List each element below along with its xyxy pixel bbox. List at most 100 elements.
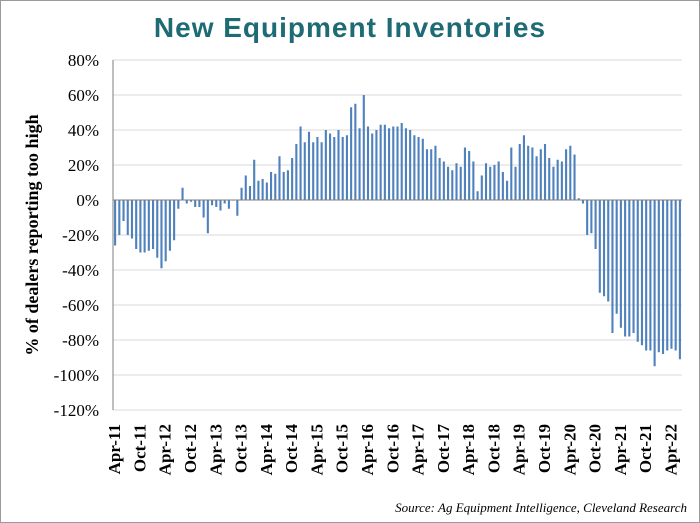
bar <box>358 128 361 200</box>
bar <box>383 124 386 200</box>
x-tick-label: Apr-20 <box>560 424 579 475</box>
chart-title: New Equipment Inventories <box>154 12 546 43</box>
bar <box>459 166 462 200</box>
bar <box>455 163 458 200</box>
y-tick-label: -40% <box>62 261 99 280</box>
bar <box>164 200 167 262</box>
bar <box>438 158 441 200</box>
bar <box>678 200 681 360</box>
bar <box>185 200 188 204</box>
bar <box>160 200 163 269</box>
x-tick-label: Oct-18 <box>484 424 503 473</box>
bar <box>202 200 205 218</box>
bar <box>413 135 416 200</box>
bar <box>320 142 323 200</box>
bar <box>484 163 488 200</box>
bar <box>543 144 547 200</box>
x-tick-label: Oct-13 <box>232 424 251 473</box>
x-tick-label: Apr-12 <box>156 424 175 475</box>
bar <box>274 173 277 200</box>
bar <box>552 166 555 200</box>
bar <box>527 145 530 200</box>
bar <box>244 175 247 200</box>
x-tick-label: Oct-15 <box>333 424 352 473</box>
bar <box>388 128 391 200</box>
bar <box>594 200 597 249</box>
bar <box>253 159 256 200</box>
bar <box>303 142 306 200</box>
bar <box>657 200 660 353</box>
bar <box>518 144 521 200</box>
bar <box>278 156 281 200</box>
x-tick-labels: Apr-11 Oct-11 Apr-12 Oct-12 Apr-13 Oct-13 Apr-… <box>105 424 680 476</box>
bar <box>345 135 348 200</box>
source-note: Source: Ag Equipment Intelligence, Cleve… <box>395 500 687 515</box>
y-tick-label: -60% <box>62 296 99 315</box>
bar <box>674 200 677 351</box>
bar <box>173 200 176 241</box>
bar <box>425 149 429 200</box>
bar <box>371 133 374 200</box>
x-tick-label: Apr-21 <box>611 424 630 475</box>
bar <box>565 149 568 200</box>
bar <box>649 200 652 351</box>
x-tick-label: Oct-14 <box>282 424 301 474</box>
bar <box>661 200 665 354</box>
bar <box>501 172 504 200</box>
bar <box>590 200 593 234</box>
bar <box>628 200 631 337</box>
x-tick-label: Oct-21 <box>636 424 655 473</box>
bar <box>645 200 648 351</box>
bar <box>522 135 525 200</box>
bar <box>548 158 551 200</box>
bar <box>653 200 656 367</box>
bar <box>286 170 289 200</box>
bar <box>143 200 146 253</box>
bar <box>240 187 243 200</box>
x-tick-label: Oct-16 <box>383 424 402 473</box>
x-tick-label: Apr-16 <box>358 424 377 475</box>
bar <box>168 200 171 251</box>
bar <box>636 200 639 342</box>
y-tick-label: 60% <box>68 86 99 105</box>
x-tick-label: Oct-12 <box>181 424 200 473</box>
bar <box>122 200 125 221</box>
x-tick-label: Oct-17 <box>434 424 453 474</box>
bar <box>442 161 445 200</box>
bar <box>392 126 395 200</box>
bar <box>350 107 353 200</box>
x-tick-label: Apr-14 <box>257 424 276 476</box>
bar <box>640 200 644 346</box>
bar <box>497 161 500 200</box>
bar <box>329 133 332 200</box>
y-tick-label: 20% <box>68 156 99 175</box>
bar <box>476 191 479 200</box>
bar <box>316 137 319 200</box>
x-tick-label: Apr-18 <box>459 424 478 475</box>
x-tick-label: Apr-17 <box>409 424 428 476</box>
bar <box>236 200 239 216</box>
bar <box>463 147 466 200</box>
bar <box>379 124 382 200</box>
bar <box>539 149 542 200</box>
bar <box>147 200 150 251</box>
bar <box>139 200 142 253</box>
bar <box>581 200 585 204</box>
x-tick-label: Apr-15 <box>307 424 326 475</box>
bar <box>560 161 563 200</box>
bar <box>531 147 534 200</box>
y-tick-label: 40% <box>68 121 99 140</box>
y-tick-label: 0% <box>76 191 99 210</box>
bar <box>366 126 370 200</box>
bar <box>535 156 538 200</box>
x-tick-label: Apr-11 <box>105 424 124 474</box>
bar <box>619 200 622 328</box>
x-tick-label: Apr-22 <box>662 424 681 475</box>
bar <box>215 200 218 207</box>
bar <box>468 151 471 200</box>
bar <box>400 123 403 200</box>
bar <box>261 179 264 200</box>
bar <box>299 126 302 200</box>
bar <box>510 147 513 200</box>
